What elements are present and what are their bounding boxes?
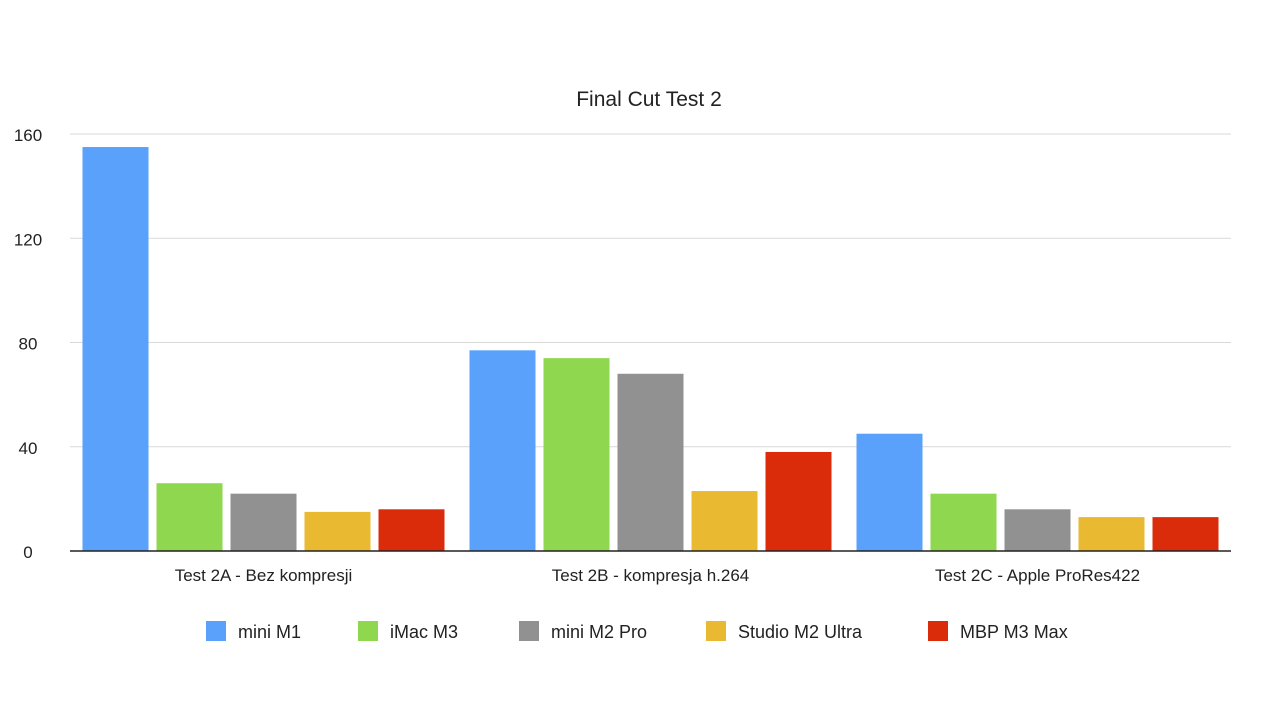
bar-mbp-m3-max-1: [378, 509, 445, 551]
y-tick-label: 40: [19, 439, 38, 458]
bar-mini-m1-2: [469, 350, 536, 551]
legend: mini M1 iMac M3 mini M2 Pro Studio M2 Ultra…: [206, 621, 1068, 642]
legend-label: mini M1: [238, 622, 301, 642]
legend-swatch: [519, 621, 539, 641]
legend-label: MBP M3 Max: [960, 622, 1068, 642]
y-axis-tick-labels: 0 40 80 120 160: [14, 126, 42, 562]
legend-item: Studio M2 Ultra: [706, 621, 863, 642]
bar-mini-m2-pro-1: [230, 493, 297, 551]
bar-imac-m3-1: [156, 483, 223, 551]
chart-title: Final Cut Test 2: [576, 88, 722, 111]
legend-label: iMac M3: [390, 622, 458, 642]
legend-swatch: [206, 621, 226, 641]
legend-item: iMac M3: [358, 621, 458, 642]
legend-swatch: [358, 621, 378, 641]
bar-studio-m2-ultra-3: [1078, 517, 1145, 551]
bar-mini-m1-1: [82, 147, 149, 551]
x-axis-category-labels: Test 2A - Bez kompresji Test 2B - kompres…: [175, 566, 1140, 585]
bar-mbp-m3-max-3: [1152, 517, 1219, 551]
bar-mbp-m3-max-2: [765, 451, 832, 551]
y-tick-label: 80: [19, 335, 38, 354]
bar-studio-m2-ultra-1: [304, 511, 371, 551]
legend-label: Studio M2 Ultra: [738, 622, 863, 642]
bar-studio-m2-ultra-2: [691, 491, 758, 551]
x-category-label: Test 2A - Bez kompresji: [175, 566, 353, 585]
bar-mini-m1-3: [856, 433, 923, 551]
bars: [82, 147, 1219, 551]
y-tick-label: 160: [14, 126, 42, 145]
x-category-label: Test 2B - kompresja h.264: [552, 566, 749, 585]
bar-imac-m3-2: [543, 358, 610, 551]
legend-swatch: [928, 621, 948, 641]
bar-mini-m2-pro-3: [1004, 509, 1071, 551]
legend-swatch: [706, 621, 726, 641]
x-category-label: Test 2C - Apple ProRes422: [935, 566, 1140, 585]
bar-mini-m2-pro-2: [617, 373, 684, 551]
legend-item: mini M1: [206, 621, 301, 642]
legend-item: mini M2 Pro: [519, 621, 647, 642]
legend-item: MBP M3 Max: [928, 621, 1068, 642]
legend-label: mini M2 Pro: [551, 622, 647, 642]
bar-imac-m3-3: [930, 493, 997, 551]
y-tick-label: 0: [23, 543, 32, 562]
y-tick-label: 120: [14, 230, 42, 249]
